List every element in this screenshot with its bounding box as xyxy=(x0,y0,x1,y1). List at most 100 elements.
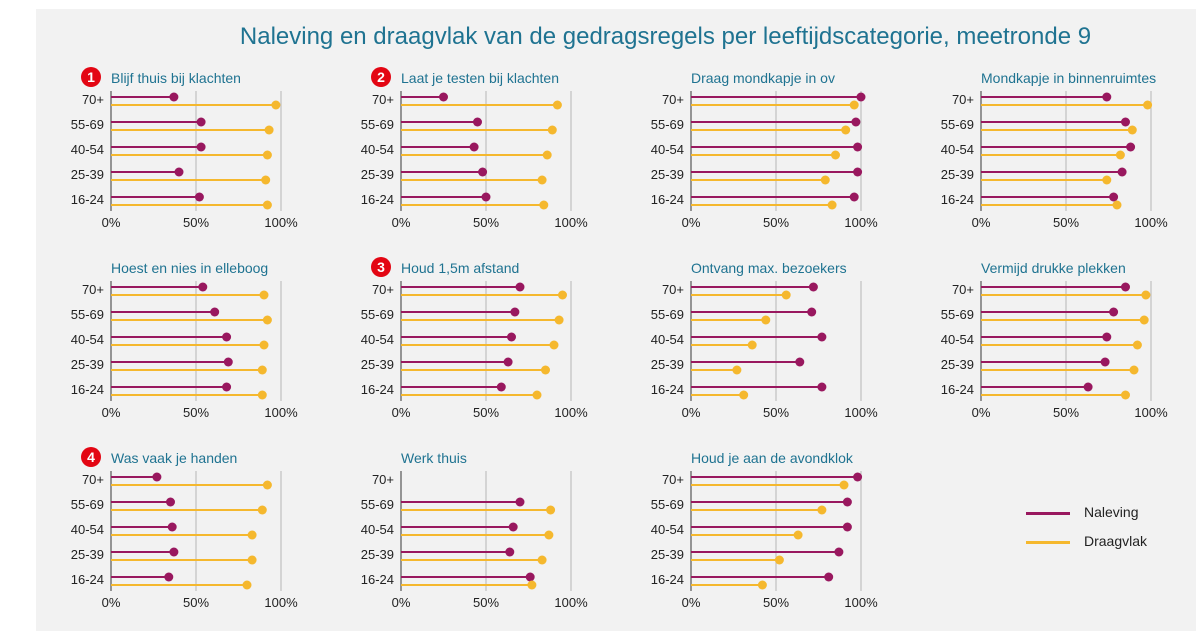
tick-label-25-39: 25-39 xyxy=(361,357,394,372)
naleving-point xyxy=(196,117,206,127)
naleving-point xyxy=(481,192,491,202)
naleving-point xyxy=(223,357,233,367)
draagvlak-point xyxy=(1132,340,1142,350)
x-tick-label: 0% xyxy=(102,595,121,610)
tick-label-70: 70+ xyxy=(952,282,974,297)
draagvlak-point xyxy=(546,505,556,515)
naleving-point xyxy=(1121,117,1130,127)
naleving-point xyxy=(795,357,805,367)
naleving-point xyxy=(817,332,827,342)
naleving-point xyxy=(834,547,844,557)
tick-label-40-54: 40-54 xyxy=(71,522,104,537)
panel-title: Vermijd drukke plekken xyxy=(981,260,1126,276)
tick-label-16-24: 16-24 xyxy=(651,572,684,587)
draagvlak-point xyxy=(262,480,272,490)
draagvlak-point xyxy=(831,150,840,160)
draagvlak-point xyxy=(262,315,272,325)
x-tick-label: 0% xyxy=(972,215,991,230)
small-chart-was-vaak-je-handen: 4 Was vaak je handen 70+ 55-69 40-54 25-39 16-… xyxy=(71,447,298,610)
naleving-point xyxy=(1100,357,1110,367)
x-tick-label: 100% xyxy=(264,595,298,610)
naleving-point xyxy=(169,547,179,557)
naleving-point xyxy=(851,117,861,127)
naleving-point xyxy=(508,522,518,532)
tick-label-70: 70+ xyxy=(82,472,104,487)
draagvlak-point xyxy=(527,580,537,590)
tick-label-70: 70+ xyxy=(82,282,104,297)
tick-label-25-39: 25-39 xyxy=(941,167,974,182)
draagvlak-point xyxy=(257,505,267,515)
draagvlak-point xyxy=(257,390,267,400)
draagvlak-point xyxy=(1115,150,1125,160)
small-chart-laat-je-testen-bij-klachten: 2 Laat je testen bij klachten 70+ 55-69 40-5… xyxy=(361,67,588,230)
tick-label-55-69: 55-69 xyxy=(71,497,104,512)
naleving-point xyxy=(849,192,859,202)
draagvlak-point xyxy=(781,290,791,300)
naleving-point xyxy=(853,142,863,152)
draagvlak-point xyxy=(247,530,257,540)
panel-title: Mondkapje in binnenruimtes xyxy=(981,70,1156,86)
badge-4-label: 4 xyxy=(87,449,95,465)
panel-title: Houd 1,5m afstand xyxy=(401,260,519,276)
tick-label-16-24: 16-24 xyxy=(941,382,974,397)
naleving-point xyxy=(196,142,206,152)
draagvlak-point xyxy=(537,175,547,185)
tick-label-25-39: 25-39 xyxy=(71,357,104,372)
naleving-point xyxy=(1121,282,1130,292)
x-tick-label: 50% xyxy=(183,405,209,420)
draagvlak-point xyxy=(259,290,269,300)
x-tick-label: 50% xyxy=(763,595,789,610)
draagvlak-point xyxy=(259,340,269,350)
draagvlak-point xyxy=(747,340,757,350)
tick-label-55-69: 55-69 xyxy=(361,497,394,512)
x-tick-label: 50% xyxy=(1053,215,1079,230)
legend-item-draagvlak: Draagvlak xyxy=(1026,532,1186,552)
tick-label-70: 70+ xyxy=(372,282,394,297)
tick-label-70: 70+ xyxy=(952,92,974,107)
tick-label-25-39: 25-39 xyxy=(651,357,684,372)
draagvlak-point xyxy=(774,555,784,565)
draagvlak-point xyxy=(1141,290,1151,300)
small-chart-houd-1-5m-afstand: 3 Houd 1,5m afstand 70+ 55-69 40-54 25-39 16-2… xyxy=(361,257,588,420)
naleving-point xyxy=(194,192,204,202)
x-tick-label: 100% xyxy=(264,215,298,230)
panel-title: Werk thuis xyxy=(401,450,467,466)
badge-1-circle xyxy=(81,67,101,87)
draagvlak-point xyxy=(547,125,557,135)
panel-title: Houd je aan de avondklok xyxy=(691,450,854,466)
tick-label-16-24: 16-24 xyxy=(941,192,974,207)
draagvlak-point xyxy=(262,200,272,210)
tick-label-40-54: 40-54 xyxy=(361,522,394,537)
naleving-point xyxy=(808,282,818,292)
tick-label-55-69: 55-69 xyxy=(361,307,394,322)
panel-title: Was vaak je handen xyxy=(111,450,237,466)
tick-label-16-24: 16-24 xyxy=(361,192,394,207)
naleving-point xyxy=(222,332,232,342)
draagvlak-point xyxy=(793,530,803,540)
tick-label-70: 70+ xyxy=(372,472,394,487)
small-chart-blijf-thuis-bij-klachten: 1 Blijf thuis bij klachten 70+ 55-69 40-54 25… xyxy=(71,67,298,230)
x-tick-label: 100% xyxy=(554,405,588,420)
tick-label-40-54: 40-54 xyxy=(71,142,104,157)
tick-label-16-24: 16-24 xyxy=(361,572,394,587)
badge-2-circle xyxy=(371,67,391,87)
x-tick-label: 100% xyxy=(264,405,298,420)
x-tick-label: 100% xyxy=(844,215,878,230)
x-tick-label: 50% xyxy=(1053,405,1079,420)
draagvlak-point xyxy=(817,505,827,515)
tick-label-55-69: 55-69 xyxy=(941,117,974,132)
x-tick-label: 100% xyxy=(1134,215,1168,230)
naleving-point xyxy=(164,572,174,582)
x-tick-label: 50% xyxy=(763,215,789,230)
small-chart-draag-mondkapje-in-ov: Draag mondkapje in ov 70+ 55-69 40-54 25-39 1… xyxy=(651,70,878,230)
tick-label-70: 70+ xyxy=(662,472,684,487)
naleving-point xyxy=(510,307,520,317)
naleving-point xyxy=(807,307,817,317)
draagvlak-point xyxy=(827,200,837,210)
badge-4-circle xyxy=(81,447,101,467)
x-tick-label: 0% xyxy=(102,215,121,230)
tick-label-70: 70+ xyxy=(372,92,394,107)
naleving-point xyxy=(198,282,208,292)
tick-label-40-54: 40-54 xyxy=(361,332,394,347)
naleving-point xyxy=(210,307,220,317)
